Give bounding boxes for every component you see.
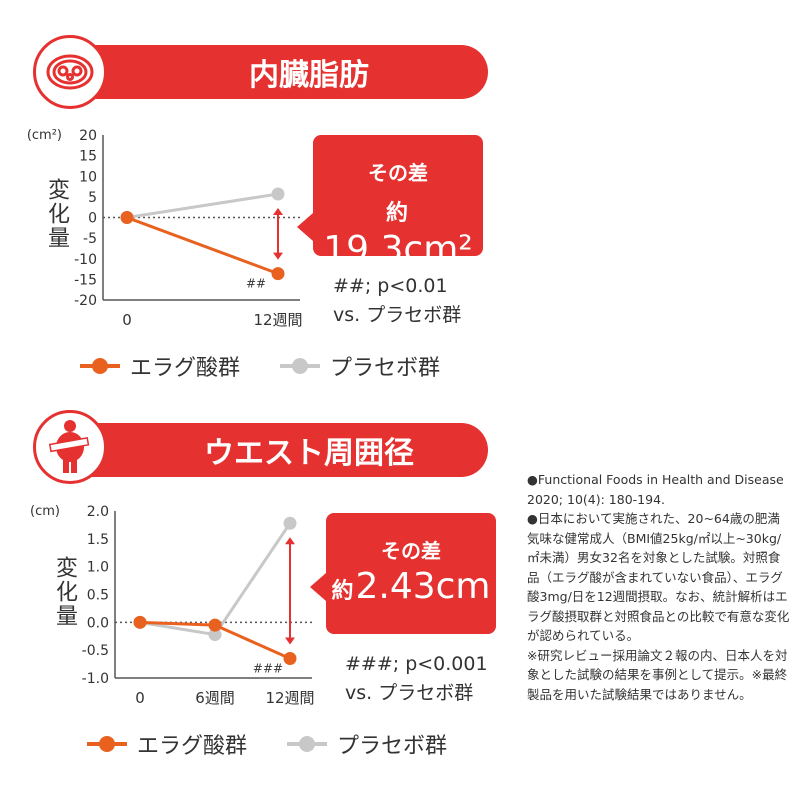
y-tick-label: -5 — [83, 231, 97, 247]
y-tick-label: -0.5 — [82, 643, 109, 659]
visceral-fat-icon — [33, 35, 107, 109]
legend-placebo: プラセボ群 — [337, 734, 448, 759]
legend-placebo: プラセボ群 — [330, 356, 441, 381]
difference-value: 約19.3cm² — [323, 201, 473, 270]
x-tick-label: 12週間 — [253, 311, 302, 329]
x-tick-label: 0 — [135, 689, 145, 707]
arrow-head-up — [273, 207, 283, 215]
series-line-ellagic — [126, 216, 279, 276]
y-tick-label: 0.0 — [87, 615, 109, 631]
data-point-ellagic — [133, 615, 147, 629]
y-tick-label: -10 — [74, 252, 97, 268]
y-unit: (cm) — [30, 504, 60, 519]
difference-callout: その差 約2.43cm — [310, 513, 496, 634]
data-point-placebo — [271, 187, 285, 201]
y-tick-label: 1.0 — [87, 560, 109, 576]
arrow-head-down — [285, 637, 295, 645]
significance-marker: ### — [253, 662, 283, 676]
y-tick-label: -1.0 — [82, 671, 109, 687]
waist-measure-icon — [33, 410, 107, 484]
waist-chart: (cm) 2.0 1.5 1.0 0.5 0.0 -0.5 -1.0 0 6週間 12週間 ### — [30, 504, 315, 707]
y-tick-label: 10 — [79, 169, 97, 185]
x-tick-label: 0 — [122, 311, 132, 329]
section-title: ウエスト周囲径 — [204, 436, 414, 471]
difference-value: 約2.43cm — [331, 566, 491, 607]
data-point-placebo — [208, 628, 222, 642]
y-tick-label: 20 — [79, 128, 97, 144]
difference-label: その差 — [368, 161, 428, 185]
difference-label: その差 — [381, 539, 441, 563]
significance-marker: ## — [246, 277, 266, 291]
x-tick-label: 12週間 — [265, 689, 314, 707]
y-unit: (cm²) — [27, 128, 62, 143]
difference-callout: その差 約19.3cm² — [297, 135, 483, 270]
section-title: 内臓脂肪 — [249, 58, 369, 93]
y-tick-label: 5 — [88, 190, 97, 206]
y-tick-label: 0.5 — [87, 588, 109, 604]
series-line-placebo — [126, 192, 279, 219]
waist-header: ウエスト周囲径 — [90, 423, 488, 477]
significance-note: ###; p<0.001 vs. プラセボ群 — [345, 653, 488, 704]
legend-ellagic: エラグ酸群 — [137, 734, 248, 759]
data-point-ellagic — [208, 618, 222, 632]
y-tick-label: -20 — [74, 293, 97, 309]
significance-note: ##; p<0.01 vs. プラセボ群 — [333, 275, 462, 326]
y-tick-label: 0 — [88, 211, 97, 227]
visceral-fat-header: 内臓脂肪 — [90, 45, 488, 99]
data-point-ellagic — [271, 267, 285, 281]
arrow-head-up — [285, 537, 295, 545]
y-tick-label: 15 — [79, 149, 97, 165]
y-tick-label: -15 — [74, 272, 97, 288]
footnotes: ●Functional Foods in Health and Disease … — [527, 472, 790, 702]
x-tick-label: 6週間 — [195, 689, 235, 707]
legend-placebo-marker — [287, 736, 328, 752]
legend-placebo-marker — [280, 358, 321, 374]
y-tick-label: 1.5 — [87, 532, 109, 548]
y-tick-label: 2.0 — [87, 504, 109, 520]
y-axis-label: 変化量 — [52, 556, 77, 628]
y-axis-label: 変化量 — [44, 178, 69, 250]
legend-ellagic-marker — [87, 736, 127, 752]
data-point-placebo — [283, 516, 297, 530]
data-point-ellagic — [120, 211, 134, 224]
series-line-placebo — [139, 522, 292, 637]
arrow-head-down — [273, 252, 283, 260]
legend: エラグ酸群 プラセボ群 — [87, 728, 447, 760]
legend: エラグ酸群 プラセボ群 — [80, 350, 440, 382]
legend-ellagic: エラグ酸群 — [130, 356, 241, 381]
legend-ellagic-marker — [80, 358, 120, 374]
visceral-fat-chart: (cm²) 20 15 10 5 0 -5 -10 -15 -20 0 12週間 ## — [27, 128, 303, 329]
data-point-ellagic — [283, 652, 297, 666]
